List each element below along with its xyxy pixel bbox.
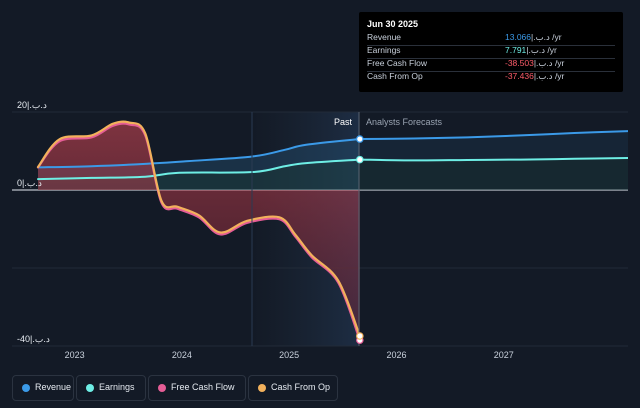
tooltip-unit: |.د.ب /yr	[533, 71, 565, 81]
legend-label: Free Cash Flow	[171, 382, 235, 392]
tooltip-date: Jun 30 2025	[367, 19, 419, 29]
forecast-earnings-area	[359, 158, 628, 190]
x-tick-label: 2027	[494, 350, 514, 360]
tooltip-unit: |.د.ب /yr	[531, 32, 562, 42]
y-tick-label: -40|.د.ب	[17, 334, 50, 344]
y-tick-label: 20|.د.ب	[17, 100, 47, 110]
tooltip-row-earnings: Earnings 7.791|.د.ب /yr	[367, 45, 615, 59]
legend-dot-icon	[258, 384, 266, 392]
tooltip-value: 7.791|.د.ب /yr	[505, 45, 557, 56]
legend-item-free-cash-flow[interactable]: Free Cash Flow	[148, 375, 246, 401]
tooltip: Jun 30 2025 Revenue 13.066|.د.ب /yr Earnin…	[359, 12, 623, 92]
x-tick-label: 2026	[386, 350, 406, 360]
earnings-marker	[356, 155, 364, 164]
legend-label: Revenue	[35, 382, 72, 392]
tooltip-number: 13.066	[505, 32, 531, 42]
tooltip-label: Cash From Op	[367, 71, 423, 81]
forecast-label: Analysts Forecasts	[366, 117, 443, 127]
tooltip-separator	[367, 58, 615, 59]
tooltip-unit: |.د.ب /yr	[533, 58, 565, 68]
cash-from-op-marker	[356, 332, 364, 340]
tooltip-separator	[367, 45, 615, 46]
y-tick-label: 0|.د.ب	[17, 178, 42, 188]
x-axis-ticks: 2023 2024 2025 2026 2027	[65, 350, 514, 360]
legend-label: Cash From Op	[271, 382, 331, 392]
legend-dot-icon	[158, 384, 166, 392]
series-markers	[356, 135, 364, 344]
legend-dot-icon	[86, 384, 94, 392]
revenue-line	[37, 138, 361, 169]
earnings-line	[37, 158, 361, 181]
tooltip-label: Revenue	[367, 32, 402, 42]
legend-item-earnings[interactable]: Earnings	[76, 375, 146, 401]
tooltip-number: -38.503	[505, 58, 534, 68]
x-tick-label: 2024	[172, 350, 192, 360]
tooltip-label: Free Cash Flow	[367, 58, 427, 68]
revenue-marker	[356, 135, 364, 143]
tooltip-separator	[367, 71, 615, 72]
cash-from-op-line	[36, 120, 361, 338]
tooltip-row-revenue: Revenue 13.066|.د.ب /yr	[367, 32, 615, 46]
y-axis-ticks: 20|.د.ب 0|.د.ب -40|.د.ب	[17, 100, 50, 344]
earnings-forecast-line	[358, 157, 628, 162]
tooltip-value: -38.503|.د.ب /yr	[505, 58, 564, 69]
legend-item-revenue[interactable]: Revenue	[12, 375, 74, 401]
legend-label: Earnings	[99, 382, 135, 392]
x-tick-label: 2025	[279, 350, 299, 360]
tooltip-unit: |.د.ب /yr	[526, 45, 557, 55]
past-label: Past	[334, 117, 353, 127]
tooltip-row-cash-from-op: Cash From Op -37.436|.د.ب /yr	[367, 71, 615, 84]
tooltip-number: 7.791	[505, 45, 527, 55]
tooltip-value: -37.436|.د.ب /yr	[505, 71, 564, 82]
tooltip-row-free-cash-flow: Free Cash Flow -38.503|.د.ب /yr	[367, 58, 615, 72]
series-lines	[36, 120, 628, 342]
tooltip-number: -37.436	[505, 71, 534, 81]
free-cash-flow-line	[36, 122, 361, 342]
x-tick-label: 2023	[65, 350, 85, 360]
legend-item-cash-from-op[interactable]: Cash From Op	[248, 375, 338, 401]
revenue-forecast-line	[358, 130, 628, 141]
cash-flow-area	[38, 121, 360, 337]
tooltip-value: 13.066|.د.ب /yr	[505, 32, 562, 43]
tooltip-label: Earnings	[367, 45, 401, 55]
legend-dot-icon	[22, 384, 30, 392]
